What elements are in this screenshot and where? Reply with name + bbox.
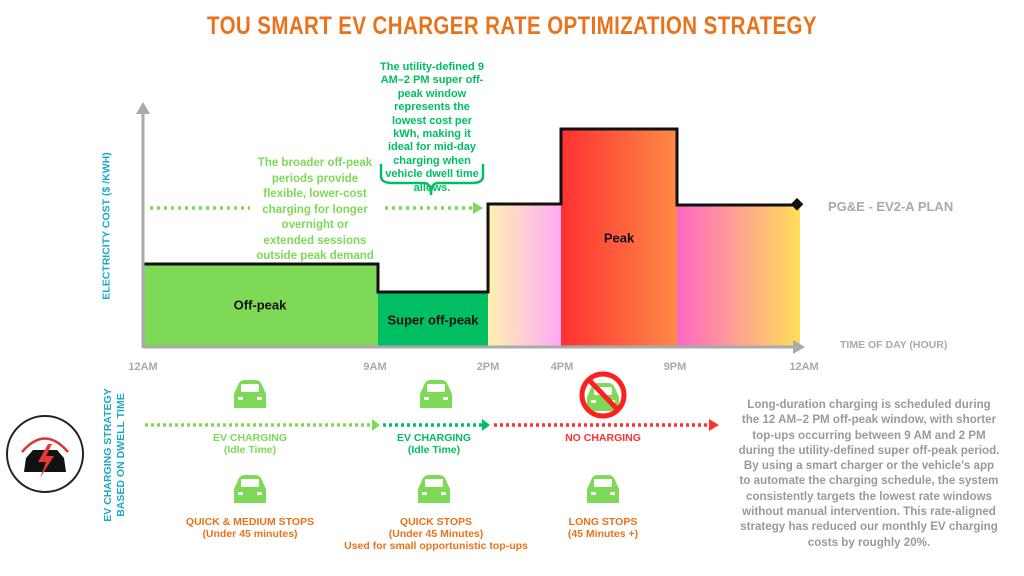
stop-3: LONG STOPS (45 Minutes +) — [567, 516, 639, 540]
no-charging-icon — [579, 371, 627, 419]
status-1: EV CHARGING (Idle Time) — [212, 432, 288, 456]
label-super-off-peak: Super off-peak — [387, 312, 479, 328]
x-axis-label: TIME OF DAY (HOUR) — [840, 339, 948, 351]
page-title: TOU SMART EV CHARGER RATE OPTIMIZATION S… — [207, 12, 817, 40]
tick-9pm: 9PM — [663, 361, 687, 373]
label-off-peak: Off-peak — [233, 297, 287, 313]
status-2: EV CHARGING (Idle Time) — [396, 432, 472, 456]
stop-1: QUICK & MEDIUM STOPS (Under 45 minutes) — [185, 516, 315, 540]
tick-9am: 9AM — [363, 361, 387, 373]
timeline-arrow-2 — [482, 419, 490, 431]
plan-label: PG&E - EV2-A PLAN — [828, 199, 954, 214]
brace — [379, 164, 485, 196]
tick-2pm: 2PM — [476, 361, 500, 373]
car-icon — [420, 380, 452, 408]
car-icon — [234, 380, 266, 408]
y-axis-arrow — [136, 102, 150, 114]
period-peak — [561, 129, 677, 347]
note-offpeak: The broader off-peak periods provide fle… — [256, 157, 374, 278]
strategy-label: EV CHARGING STRATEGY BASED ON DWELL TIME — [102, 388, 127, 522]
timeline-arrow-3 — [709, 419, 719, 431]
dotted-arrow-head — [473, 202, 483, 214]
period-partial-peak-afternoon — [488, 204, 561, 347]
period-off-peak — [143, 264, 378, 347]
period-super-off-peak — [378, 292, 488, 347]
rate-step-line — [143, 127, 797, 294]
x-axis-arrow — [793, 340, 805, 354]
y-axis-label: ELECTRICITY COST ($ /KWH) — [100, 152, 113, 300]
label-peak: Peak — [603, 230, 635, 246]
timeline-arrow-1 — [372, 419, 380, 431]
summary-text: Long-duration charging is scheduled duri… — [738, 398, 1000, 549]
car-icon — [587, 475, 619, 503]
period-partial-peak-evening — [677, 205, 800, 347]
car-icon — [418, 475, 450, 503]
stop-2: QUICK STOPS (Under 45 Minutes) Used for sm… — [344, 516, 528, 552]
tick-12am: 12AM — [128, 361, 158, 373]
car-icon — [234, 475, 266, 503]
tick-12am-end: 12AM — [789, 361, 819, 373]
status-3: NO CHARGING — [565, 432, 641, 444]
note-superoffpeak: The utility-defined 9 AM–2 PM super off-… — [380, 61, 484, 194]
tick-4pm: 4PM — [550, 361, 574, 373]
logo — [6, 415, 84, 493]
